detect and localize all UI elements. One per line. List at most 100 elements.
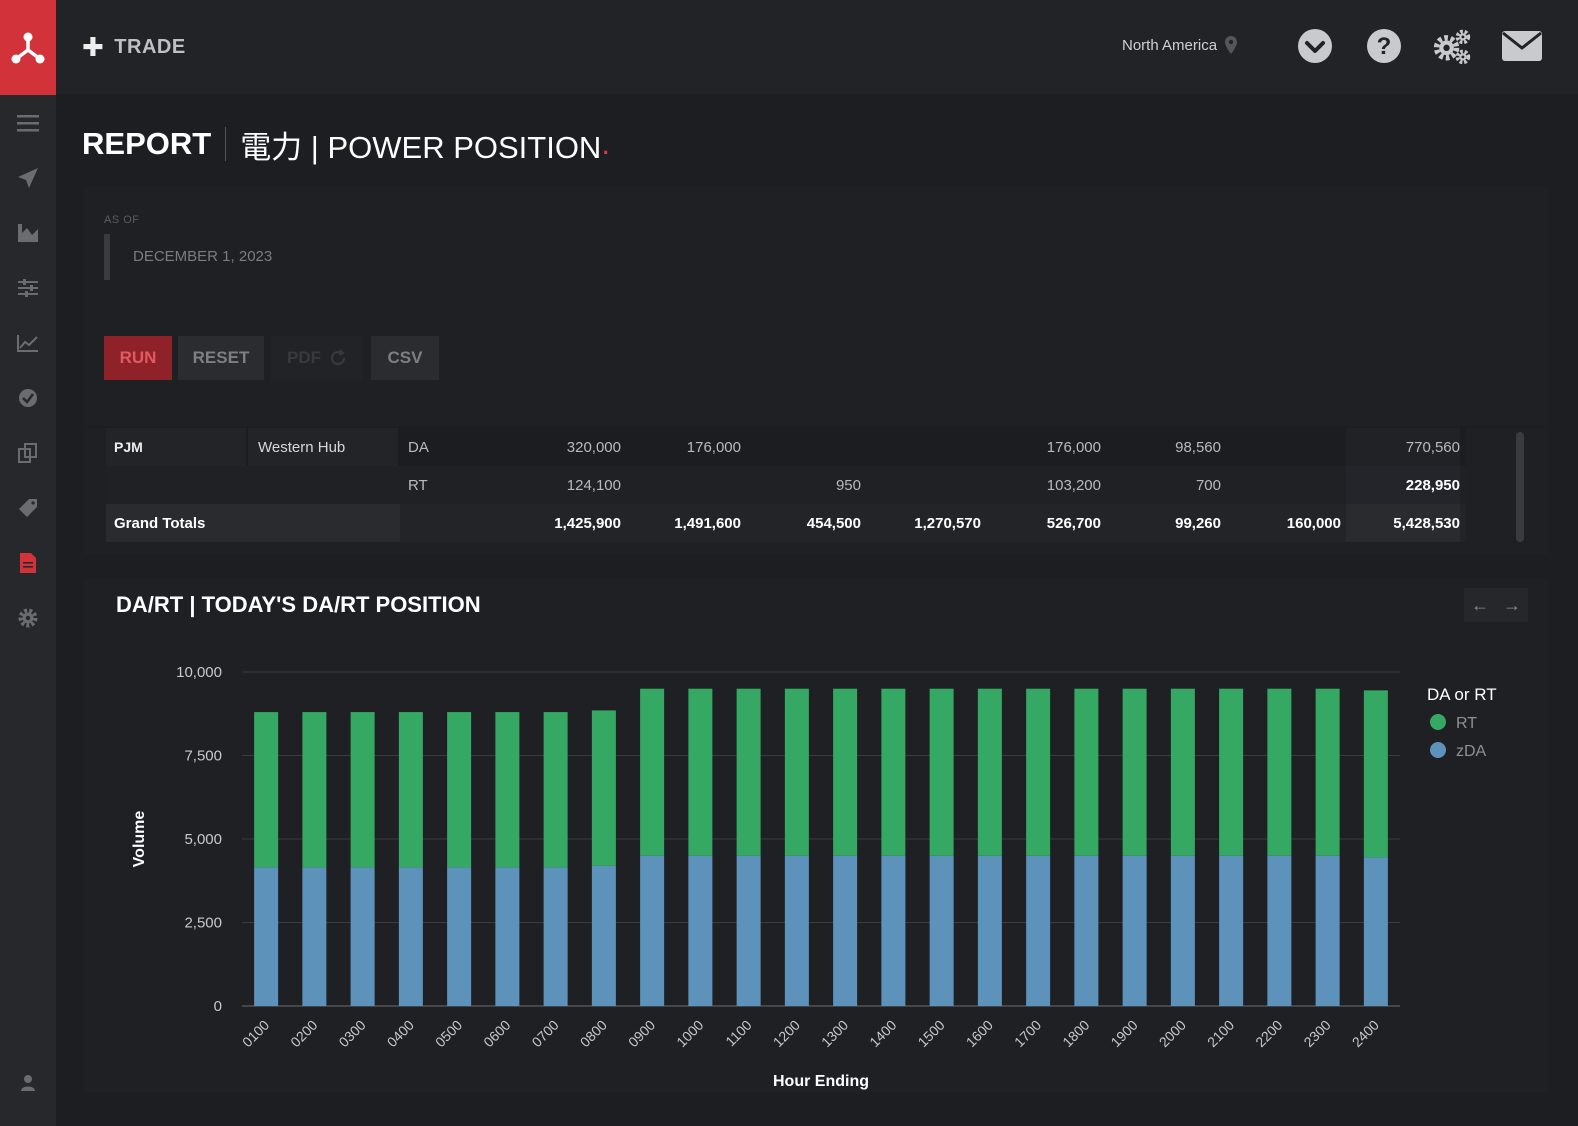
bar-zda: [929, 855, 954, 1006]
x-axis-label: Hour Ending: [773, 1073, 869, 1090]
send-icon[interactable]: [14, 164, 42, 192]
bar-zda: [784, 855, 809, 1006]
user-icon[interactable]: [14, 1069, 42, 1097]
svg-text:?: ?: [1377, 33, 1392, 60]
x-tick-label: 0400: [384, 1017, 417, 1050]
bar-zda: [1315, 855, 1340, 1006]
bar-zda: [495, 867, 520, 1006]
value-cell: 99,260: [1175, 514, 1221, 532]
x-tick-label: 1300: [818, 1017, 851, 1050]
grand-totals-label: Grand Totals: [106, 504, 400, 542]
x-tick-label: 2000: [1156, 1017, 1189, 1050]
sliders-icon[interactable]: [14, 274, 42, 302]
arrow-left-icon[interactable]: ←: [1471, 594, 1489, 615]
value-cell: 700: [1195, 476, 1221, 494]
value-cell: 176,000: [1046, 438, 1101, 456]
report-document-icon[interactable]: [14, 549, 42, 577]
bar-rt: [543, 712, 568, 868]
x-tick-label: 2200: [1252, 1017, 1285, 1050]
x-tick-label: 1800: [1059, 1017, 1092, 1050]
bar-zda: [1219, 855, 1244, 1006]
y-tick-label: 5,000: [184, 831, 222, 848]
x-tick-label: 0600: [480, 1017, 513, 1050]
menu-icon[interactable]: [14, 109, 42, 137]
as-of-date-field[interactable]: DECEMBER 1, 2023: [104, 234, 364, 280]
x-tick-label: 0700: [528, 1017, 561, 1050]
bar-zda: [833, 855, 858, 1006]
refresh-icon: [330, 349, 346, 366]
sidebar: [0, 95, 56, 1126]
bar-zda: [977, 855, 1002, 1006]
bar-zda: [254, 867, 279, 1006]
tag-icon[interactable]: [14, 494, 42, 522]
bar-rt: [784, 688, 809, 856]
bar-rt: [1122, 688, 1147, 856]
pdf-label: PDF: [287, 348, 321, 367]
bar-zda: [736, 855, 761, 1006]
trade-button[interactable]: ✚ TRADE: [82, 30, 186, 64]
bar-rt: [350, 712, 375, 868]
bar-zda: [1267, 855, 1292, 1006]
filter-panel: AS OF DECEMBER 1, 2023 RUN RESET PDF CSV: [84, 186, 1548, 426]
bar-rt: [254, 712, 279, 868]
run-button[interactable]: RUN: [104, 336, 172, 380]
reset-button[interactable]: RESET: [178, 336, 264, 380]
position-table: PJM Western Hub DA 320,000 176,000 176,0…: [84, 428, 1548, 554]
app-logo[interactable]: [0, 0, 56, 95]
mail-icon[interactable]: [1500, 26, 1544, 66]
value-cell: [746, 428, 861, 466]
check-circle-icon[interactable]: [14, 384, 42, 412]
bar-zda: [1170, 855, 1195, 1006]
region-selector[interactable]: North America: [1122, 36, 1238, 54]
bar-rt: [1219, 688, 1244, 856]
logo-icon: [11, 32, 45, 63]
bar-rt: [591, 710, 616, 866]
x-tick-label: 0900: [625, 1017, 658, 1050]
legend-item: zDA: [1456, 743, 1487, 760]
value-cell: 160,000: [1286, 514, 1341, 532]
copy-icon[interactable]: [14, 439, 42, 467]
plus-icon: ✚: [82, 32, 105, 62]
bar-rt: [1170, 688, 1195, 856]
type-cell: [408, 504, 498, 542]
dropdown-chevron-icon[interactable]: [1295, 26, 1335, 66]
top-bar: ✚ TRADE North America ?: [0, 0, 1578, 95]
x-tick-label: 2100: [1204, 1017, 1237, 1050]
value-cell: 98,560: [1175, 438, 1221, 456]
value-cell: [866, 428, 981, 466]
y-tick-label: 10,000: [176, 664, 222, 681]
bar-zda: [350, 867, 375, 1006]
x-tick-label: 0200: [287, 1017, 320, 1050]
area-chart-icon[interactable]: [14, 219, 42, 247]
value-cell: 950: [835, 476, 861, 494]
bar-zda: [1074, 855, 1099, 1006]
bar-rt: [1026, 688, 1051, 856]
legend-marker: [1430, 714, 1446, 730]
settings-gears-icon[interactable]: [1432, 26, 1472, 66]
arrow-right-icon[interactable]: →: [1503, 594, 1521, 615]
chart-panel: DA/RT | TODAY'S DA/RT POSITION ← → 0 2,50…: [84, 578, 1548, 1092]
iso-cell: [106, 466, 246, 504]
bar-zda: [398, 867, 423, 1006]
bar-zda: [302, 867, 327, 1006]
pdf-button[interactable]: PDF: [271, 336, 363, 380]
help-icon[interactable]: ?: [1364, 26, 1404, 66]
title-accent-dot: .: [601, 126, 610, 161]
total-cell: 228,950: [1346, 466, 1460, 504]
bar-rt: [1315, 688, 1340, 856]
x-tick-label: 1500: [914, 1017, 947, 1050]
value-cell: [1226, 428, 1341, 466]
gear-icon[interactable]: [14, 604, 42, 632]
page-title-report: REPORT: [82, 126, 212, 161]
x-tick-label: 2300: [1300, 1017, 1333, 1050]
title-divider: [225, 127, 227, 161]
page-title: REPORT 電力 | POWER POSITION .: [82, 122, 610, 166]
line-chart-icon[interactable]: [14, 329, 42, 357]
as-of-date-value: DECEMBER 1, 2023: [133, 248, 273, 265]
value-cell: 526,700: [1046, 514, 1101, 532]
csv-button[interactable]: CSV: [371, 336, 439, 380]
table-scrollbar[interactable]: [1516, 432, 1524, 542]
chart-title: DA/RT | TODAY'S DA/RT POSITION: [116, 592, 481, 617]
bar-zda: [1026, 855, 1051, 1006]
bar-rt: [495, 712, 520, 868]
